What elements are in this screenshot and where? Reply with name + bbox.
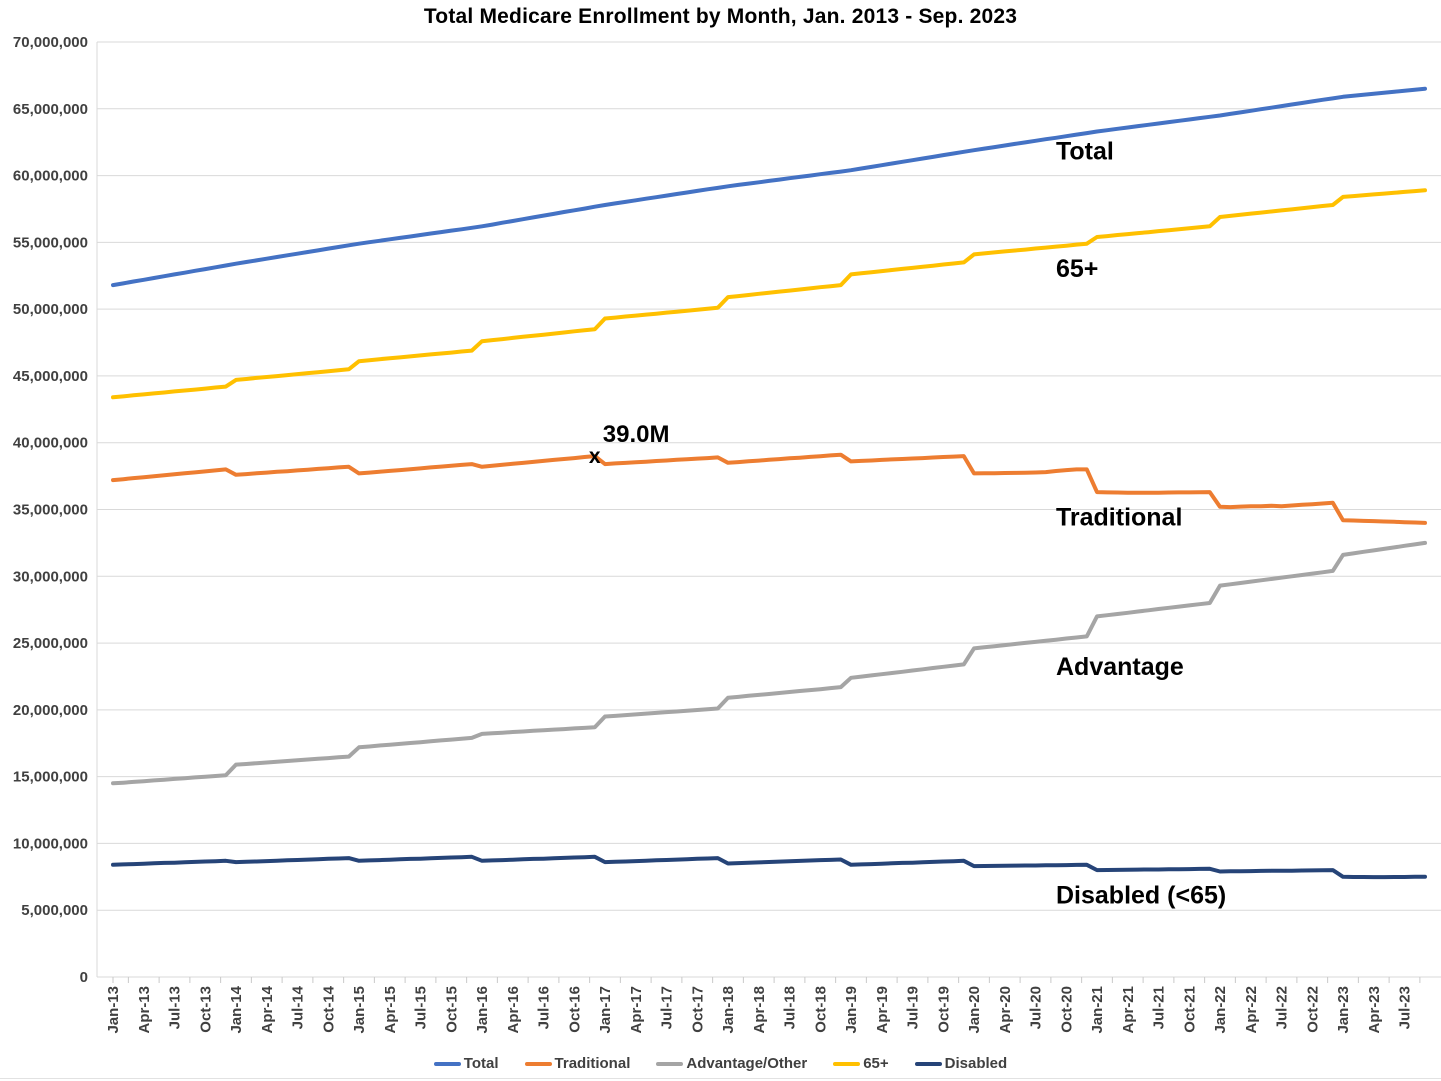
legend-swatch-total [433,1061,461,1066]
x-tick-label: Oct-19 [935,986,952,1033]
x-tick-label: Oct-22 [1304,986,1321,1033]
x-tick-label: Jan-18 [720,986,737,1034]
x-tick-label: Jan-17 [597,986,614,1034]
bottom-divider [0,1078,1441,1079]
series-line-total [111,86,1427,288]
legend-label: Advantage/Other [686,1055,808,1072]
x-tick-label: Oct-20 [1058,986,1075,1033]
y-tick-label: 5,000,000 [21,902,88,919]
x-tick-label: Jan-22 [1212,986,1229,1034]
legend-item-total: Total [433,1055,499,1072]
legend-swatch-disabled [914,1061,942,1066]
gridlines [97,41,1441,978]
x-tick-label: Oct-15 [443,986,460,1033]
y-tick-label: 10,000,000 [13,835,88,852]
x-tick-label: Apr-20 [997,986,1014,1034]
x-tick-label: Jul-16 [536,986,553,1029]
chart-label-advantage: Advantage [1056,653,1184,681]
x-tick-label: Jul-20 [1028,986,1045,1029]
legend-swatch-traditional [524,1061,552,1066]
legend-item-disabled: Disabled [914,1055,1008,1072]
x-axis-ticks [112,977,1421,983]
y-tick-label: 0 [80,969,88,986]
x-tick-label: Jul-15 [413,986,430,1029]
x-tick-label: Apr-14 [259,985,276,1033]
x-tick-label: Apr-17 [628,986,645,1034]
x-tick-label: Oct-13 [197,986,214,1033]
x-tick-label: Jan-23 [1335,986,1352,1034]
y-tick-label: 55,000,000 [13,234,88,251]
chart-label-traditional: Traditional [1056,504,1182,532]
x-tick-label: Jul-13 [167,986,184,1029]
annotation-label: 39.0M [603,421,670,448]
y-tick-label: 30,000,000 [13,568,88,585]
series-line-advantage-other [111,540,1427,786]
x-tick-label: Jul-14 [290,985,307,1029]
legend-label: Traditional [554,1055,631,1072]
x-tick-label: Apr-16 [505,986,522,1034]
y-tick-label: 25,000,000 [13,635,88,652]
y-tick-label: 50,000,000 [13,301,88,318]
legend-swatch-advantage-other [656,1061,684,1066]
x-tick-label: Apr-13 [136,986,153,1034]
legend-label: Disabled [944,1055,1008,1072]
x-tick-label: Apr-15 [382,986,399,1034]
chart-legend: Total Traditional Advantage/Other 65+ Disabl… [0,1055,1441,1072]
x-tick-label: Oct-18 [812,986,829,1033]
x-tick-label: Apr-23 [1366,986,1383,1034]
x-tick-label: Jul-17 [659,986,676,1029]
x-tick-label: Jul-19 [905,986,922,1029]
x-tick-label: Apr-18 [751,986,768,1034]
x-tick-label: Oct-16 [566,986,583,1033]
y-axis-labels: 0 5,000,000 10,000,000 15,000,000 20,000,000… [13,34,88,986]
legend-item-65: 65+ [833,1055,889,1072]
legend-label: Total [463,1055,499,1072]
x-tick-label: Apr-19 [874,986,891,1034]
x-tick-label: Oct-14 [320,985,337,1032]
chart-label-total: Total [1056,138,1114,166]
x-tick-label: Apr-22 [1243,986,1260,1034]
x-tick-label: Jan-19 [843,986,860,1034]
legend-item-traditional: Traditional [524,1055,631,1072]
series-line-traditional [111,452,1427,525]
x-axis-labels: Jan-13 Apr-13 Jul-13 Oct-13 Jan-14 Apr-14 Jul-… [105,985,1414,1033]
y-tick-label: 35,000,000 [13,502,88,519]
x-tick-label: Jan-16 [474,986,491,1034]
x-tick-label: Oct-17 [689,986,706,1033]
x-tick-label: Jul-23 [1397,986,1414,1029]
y-tick-label: 65,000,000 [13,101,88,118]
x-tick-label: Jul-18 [782,986,799,1029]
chart-label-disabled-65: Disabled (<65) [1056,882,1226,910]
x-tick-label: Jan-20 [966,986,983,1034]
y-tick-label: 20,000,000 [13,702,88,719]
chart-label-65: 65+ [1056,255,1098,283]
x-tick-label: Jul-22 [1274,986,1291,1029]
series-line-disabled [111,854,1427,880]
series-line-65 [111,188,1427,400]
data-point-marker: x [589,445,601,468]
page-title: Total Medicare Enrollment by Month, Jan.… [423,5,1018,28]
y-tick-label: 40,000,000 [13,435,88,452]
x-tick-label: Apr-21 [1120,986,1137,1034]
x-tick-label: Jul-21 [1151,986,1168,1029]
x-tick-label: Jan-13 [105,986,122,1034]
legend-swatch-65 [833,1061,861,1066]
y-tick-label: 60,000,000 [13,168,88,185]
y-tick-label: 15,000,000 [13,769,88,786]
legend-label: 65+ [863,1055,889,1072]
y-tick-label: 45,000,000 [13,368,88,385]
x-tick-label: Jan-21 [1089,986,1106,1034]
x-tick-label: Oct-21 [1181,986,1198,1033]
x-tick-label: Jan-15 [351,986,368,1034]
x-tick-label: Jan-14 [228,985,245,1033]
y-tick-label: 70,000,000 [13,34,88,51]
legend-item-advantage-other: Advantage/Other [656,1055,807,1072]
